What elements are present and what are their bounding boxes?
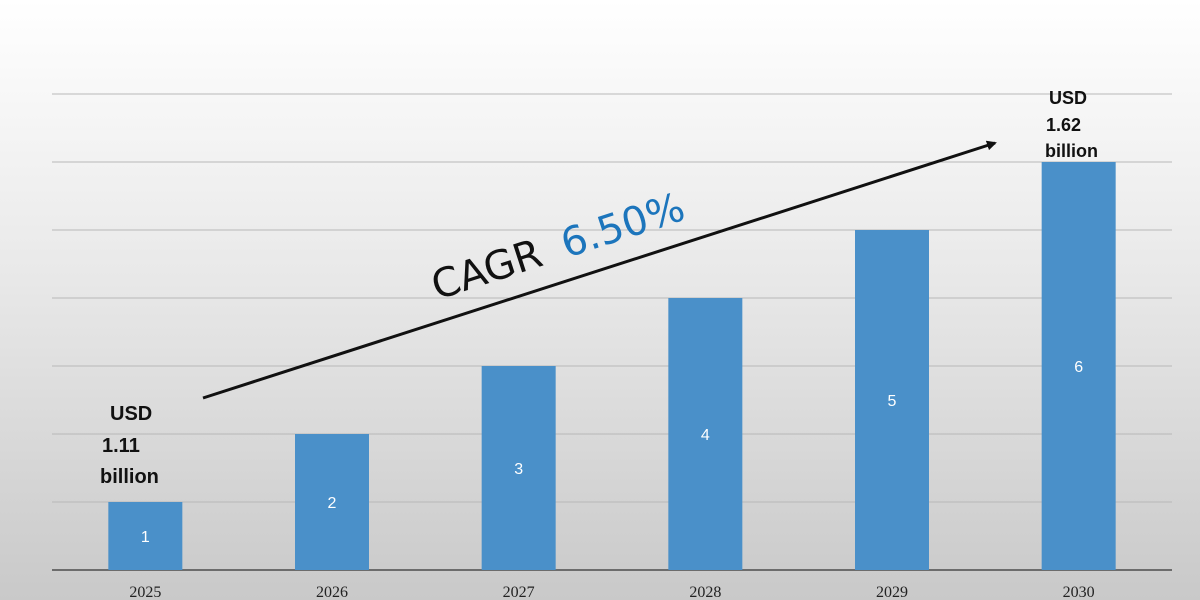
start-currency: USD — [110, 403, 152, 425]
bar-2028 — [668, 298, 743, 570]
x-tick-label: 2029 — [876, 584, 908, 600]
cagr-arrow — [202, 140, 997, 400]
start-unit: billion — [100, 466, 159, 488]
bar-2027 — [481, 366, 556, 570]
bar-2025 — [108, 502, 183, 570]
bar-2030 — [1041, 162, 1116, 570]
bar-data-label: 3 — [514, 461, 523, 478]
bar-data-label: 5 — [888, 393, 897, 410]
x-tick-label: 2028 — [689, 584, 721, 600]
bars-group: 1 2 3 4 5 6 — [108, 162, 1116, 570]
bar-2029 — [855, 230, 929, 570]
cagr-label: CAGR 6.50% — [426, 184, 691, 309]
bar-data-label: 6 — [1074, 359, 1083, 376]
x-tick-label: 2026 — [316, 584, 348, 600]
x-tick-label: 2027 — [503, 584, 535, 600]
end-unit: billion — [1045, 141, 1098, 161]
start-value-annotation: USD 1.11 billion — [100, 403, 159, 488]
bar-2026 — [295, 434, 369, 570]
x-tick-label: 2025 — [129, 584, 161, 600]
end-amount: 1.62 — [1046, 115, 1081, 135]
bar-data-label: 4 — [701, 427, 710, 444]
start-amount: 1.11 — [102, 435, 140, 457]
end-value-annotation: USD 1.62 billion — [1045, 88, 1098, 161]
gridlines — [52, 93, 1172, 503]
bar-data-label: 2 — [328, 495, 337, 512]
x-tick-labels: 2025 2026 2027 2028 2029 2030 — [129, 584, 1094, 600]
end-currency: USD — [1049, 88, 1087, 108]
bar-data-label: 1 — [141, 529, 150, 546]
x-tick-label: 2030 — [1063, 584, 1095, 600]
cagr-value: 6.50% — [555, 184, 690, 267]
